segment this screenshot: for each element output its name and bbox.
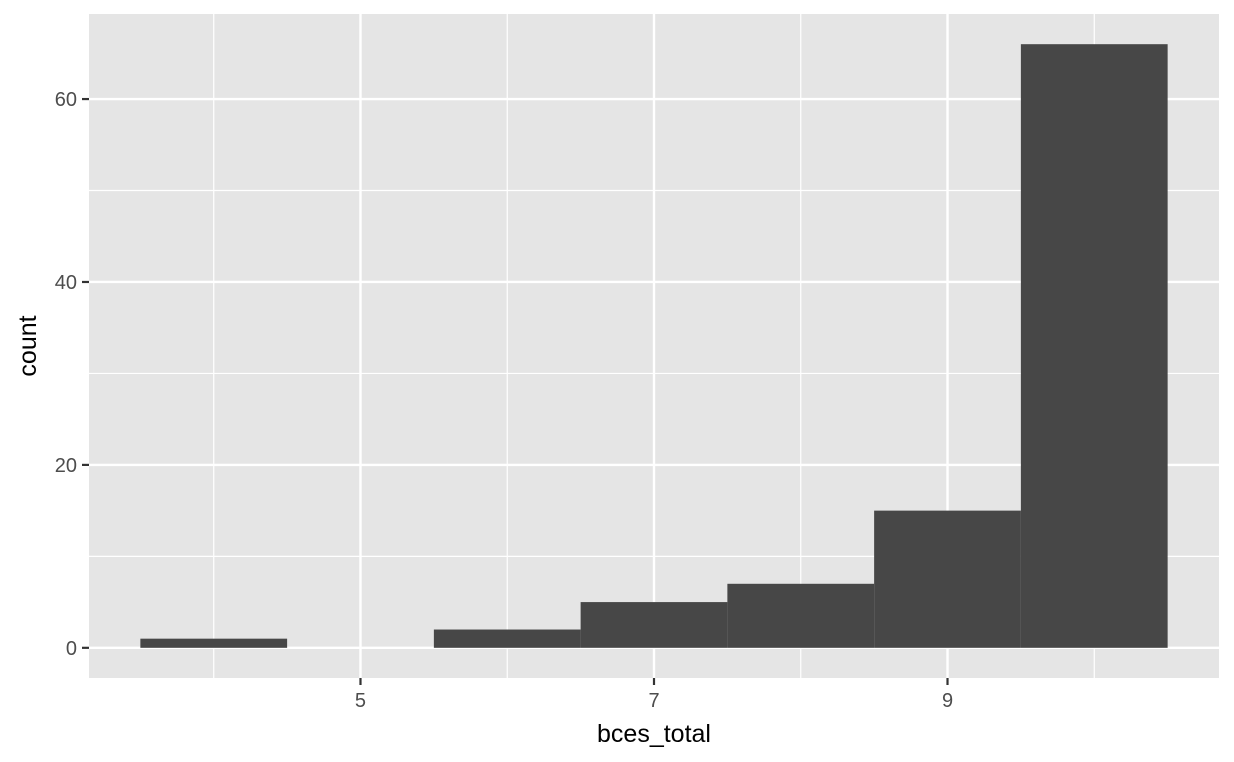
x-tick-label: 9 xyxy=(942,690,953,712)
histogram-bars xyxy=(140,44,1168,648)
axis-tick-labels: 5 7 9 0 20 40 60 xyxy=(55,89,953,712)
x-axis-title: bces_total xyxy=(597,720,711,748)
x-tick-label: 5 xyxy=(355,690,366,712)
axis-ticks xyxy=(82,97,949,685)
x-tick-label: 7 xyxy=(648,690,659,712)
y-tick-label: 40 xyxy=(55,272,77,294)
histogram-bar xyxy=(874,510,1021,648)
y-tick-label: 20 xyxy=(55,455,77,477)
y-tick-label: 0 xyxy=(66,638,77,660)
y-axis-title: count xyxy=(14,315,42,376)
y-tick-label: 60 xyxy=(55,89,77,111)
histogram-bar xyxy=(1020,44,1168,648)
histogram-bar xyxy=(727,583,875,648)
histogram-bar xyxy=(140,638,288,648)
histogram-bar xyxy=(580,602,728,648)
histogram-bar xyxy=(433,629,581,648)
